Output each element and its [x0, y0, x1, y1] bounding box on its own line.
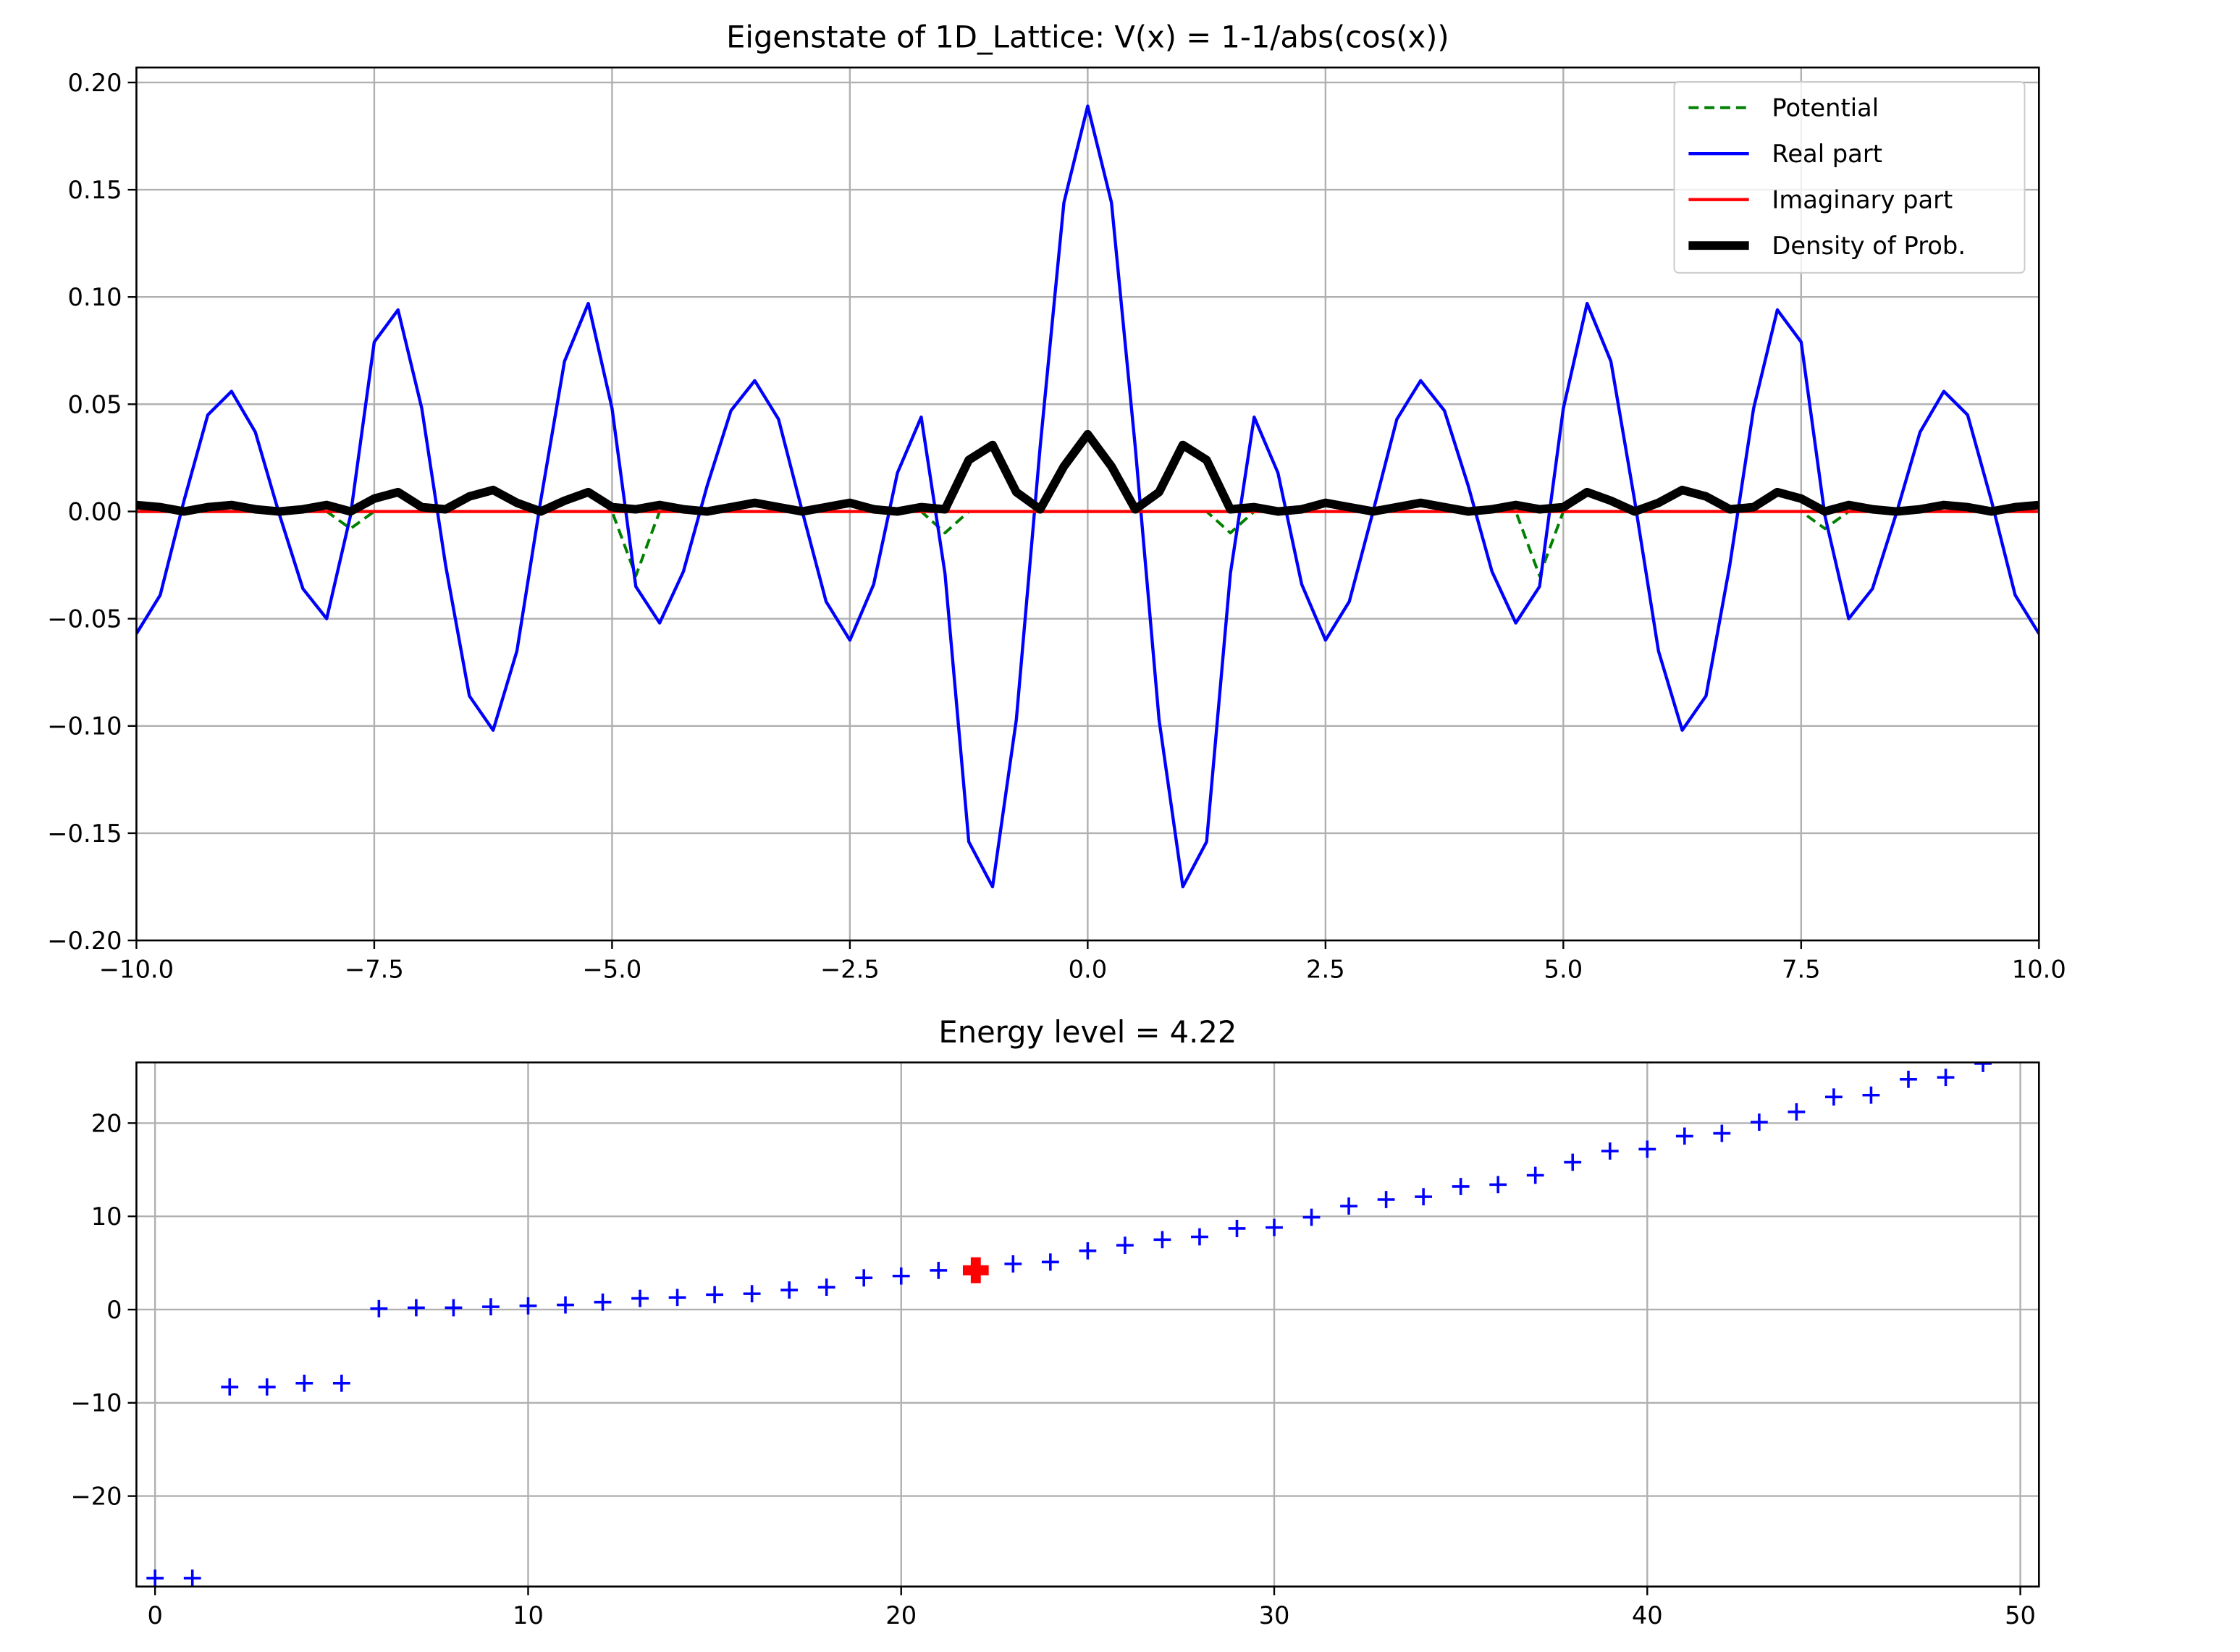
- series-line: [136, 429, 2039, 516]
- highlight-point: [962, 1257, 989, 1284]
- y-tick-label: 20: [91, 1109, 122, 1137]
- x-tick-label: 20: [885, 1601, 917, 1630]
- point: [1788, 1103, 1806, 1121]
- legend-label: Imaginary part: [1772, 186, 1953, 214]
- y-tick-label: 0.00: [68, 497, 122, 526]
- point: [557, 1296, 574, 1314]
- y-tick-label: 0.20: [68, 69, 122, 97]
- y-tick-label: 0.15: [68, 176, 122, 204]
- x-tick-label: −2.5: [820, 956, 880, 984]
- point: [370, 1299, 388, 1318]
- y-tick-label: −10: [70, 1389, 122, 1417]
- point: [519, 1297, 537, 1315]
- x-tick-label: 0.0: [1069, 956, 1108, 984]
- chart-title: Eigenstate of 1D_Lattice: V(x) = 1-1/abs…: [726, 19, 1449, 54]
- point: [594, 1293, 612, 1311]
- point: [1415, 1188, 1433, 1206]
- point: [668, 1289, 686, 1307]
- x-tick-label: −10.0: [99, 956, 174, 984]
- y-tick-label: −0.15: [47, 819, 122, 848]
- point: [1937, 1069, 1955, 1087]
- point: [445, 1299, 463, 1317]
- point: [1601, 1142, 1619, 1160]
- x-tick-label: 10.0: [2012, 956, 2066, 984]
- point: [1041, 1253, 1059, 1271]
- point: [1266, 1218, 1283, 1236]
- y-tick-label: −0.10: [47, 712, 122, 741]
- legend-label: Density of Prob.: [1772, 232, 1966, 260]
- point: [892, 1267, 910, 1285]
- legend: Potential Real part Imaginary part Density …: [1673, 81, 2026, 274]
- point: [706, 1286, 724, 1304]
- point: [295, 1374, 313, 1392]
- axes-frame: [135, 66, 2040, 942]
- legend-label: Real part: [1772, 140, 1882, 168]
- point: [743, 1285, 761, 1302]
- chart-title: Energy level = 4.22: [938, 1014, 1237, 1050]
- point: [1489, 1176, 1507, 1194]
- point: [1825, 1088, 1843, 1106]
- point: [1900, 1070, 1917, 1088]
- point: [1153, 1231, 1171, 1249]
- point: [1862, 1086, 1880, 1104]
- x-tick-label: −5.0: [582, 956, 641, 984]
- point: [1191, 1228, 1208, 1246]
- y-tick-label: 10: [91, 1202, 122, 1231]
- y-tick-label: −20: [70, 1483, 122, 1511]
- x-tick-label: 5.0: [1544, 956, 1583, 984]
- point: [1004, 1255, 1022, 1273]
- point: [930, 1261, 948, 1279]
- x-tick-label: 50: [2005, 1601, 2036, 1630]
- series-line: [136, 104, 2039, 889]
- point: [1228, 1220, 1246, 1237]
- x-tick-label: 7.5: [1782, 956, 1821, 984]
- legend-box: [1673, 81, 2026, 274]
- x-tick-label: −7.5: [345, 956, 404, 984]
- y-tick-label: 0.05: [68, 390, 122, 418]
- point: [1750, 1113, 1768, 1131]
- x-tick-label: 30: [1259, 1601, 1290, 1630]
- point: [1713, 1124, 1731, 1142]
- point: [221, 1378, 239, 1396]
- point: [1079, 1242, 1097, 1260]
- plot-area: [136, 104, 2039, 889]
- plot-area: [146, 1062, 1992, 1587]
- x-tick-label: 0: [147, 1601, 162, 1630]
- y-tick-label: 0: [106, 1296, 122, 1324]
- x-tick-label: 10: [513, 1601, 544, 1630]
- point: [855, 1269, 873, 1287]
- point: [1675, 1127, 1693, 1145]
- point: [482, 1298, 500, 1316]
- point: [1116, 1236, 1134, 1255]
- point: [332, 1374, 350, 1392]
- point: [146, 1569, 164, 1587]
- point: [407, 1299, 425, 1317]
- axes-frame: [135, 1061, 2040, 1588]
- x-tick-label: 40: [1632, 1601, 1663, 1630]
- point: [631, 1289, 649, 1307]
- point: [780, 1281, 799, 1299]
- x-tick-label: 2.5: [1306, 956, 1345, 984]
- point: [1452, 1178, 1470, 1195]
- point: [1526, 1166, 1544, 1184]
- point: [1638, 1140, 1656, 1158]
- y-tick-label: −0.20: [47, 927, 122, 955]
- point: [817, 1278, 835, 1296]
- point: [1340, 1197, 1357, 1215]
- point: [1302, 1208, 1321, 1226]
- point: [183, 1569, 201, 1587]
- y-tick-label: −0.05: [47, 605, 122, 633]
- point: [1377, 1191, 1395, 1208]
- point: [258, 1378, 276, 1396]
- legend-label: Potential: [1772, 94, 1879, 122]
- point: [1564, 1153, 1582, 1171]
- y-tick-label: 0.10: [68, 283, 122, 311]
